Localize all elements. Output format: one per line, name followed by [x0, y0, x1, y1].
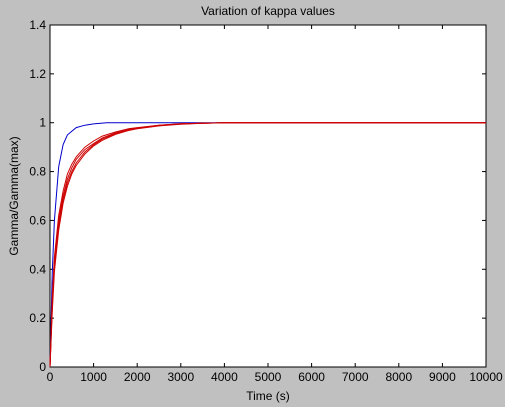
series-layer: [49, 122, 486, 368]
x-tick-label: 0: [47, 370, 54, 384]
x-tick-label: 4000: [211, 370, 238, 384]
plot-area: [49, 24, 487, 368]
series-line-5: [49, 122, 486, 368]
x-tick-label: 6000: [298, 370, 325, 384]
y-tick-label: 0.4: [29, 262, 46, 276]
y-tick-label: 0.8: [29, 165, 46, 179]
y-tick-label: 0: [39, 360, 46, 374]
y-tick-label: 1: [39, 116, 46, 130]
y-tick-label: 1.4: [29, 18, 46, 32]
y-tick-label: 0.6: [29, 213, 46, 227]
x-tick-label: 7000: [342, 370, 369, 384]
y-axis-label: Gamma/Gamma(max): [7, 136, 21, 255]
x-tick-label: 1000: [80, 370, 107, 384]
x-tick-label: 8000: [385, 370, 412, 384]
axis-ticks: 0 1000 2000 3000 4000 5000 6000 7000 8000 9000 100…: [29, 18, 503, 384]
x-tick-label: 2000: [124, 370, 151, 384]
x-axis-label: Time (s): [246, 389, 290, 403]
x-tick-label: 9000: [429, 370, 456, 384]
x-tick-label: 5000: [255, 370, 282, 384]
chart-title: Variation of kappa values: [201, 4, 335, 18]
y-tick-label: 0.2: [29, 311, 46, 325]
y-tick-label: 1.2: [29, 67, 46, 81]
x-tick-label: 10000: [469, 370, 503, 384]
x-tick-label: 3000: [167, 370, 194, 384]
series-line-1: [49, 122, 486, 368]
